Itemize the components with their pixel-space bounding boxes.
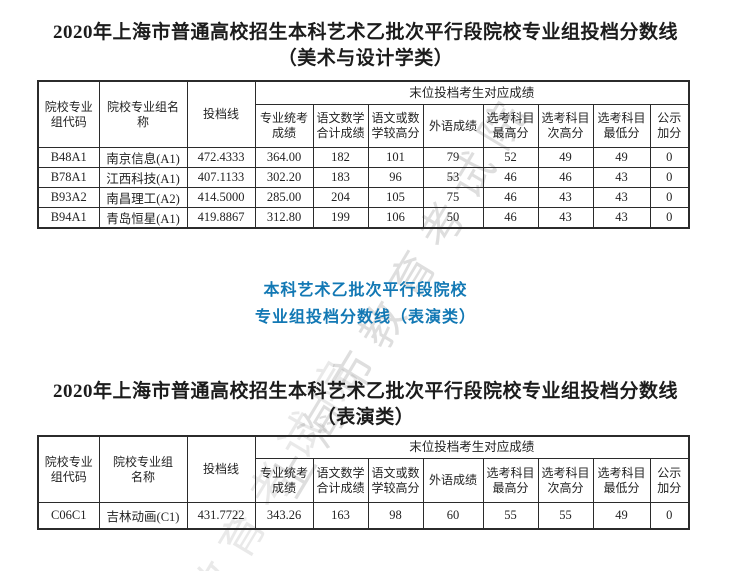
cell-score: 43 bbox=[537, 187, 594, 208]
header-elective-highest: 选考科目 最高分 bbox=[482, 458, 539, 503]
cell-score: 183 bbox=[312, 167, 369, 188]
cell-score: 55 bbox=[537, 502, 594, 529]
section1-title: 2020年上海市普通高校招生本科艺术乙批次平行段院校专业组投档分数线 （美术与设… bbox=[0, 0, 731, 72]
cell-score: 364.00 bbox=[254, 147, 314, 168]
section2-title: 2020年上海市普通高校招生本科艺术乙批次平行段院校专业组投档分数线 （表演类） bbox=[0, 379, 731, 431]
cell-line: 419.8867 bbox=[186, 207, 256, 229]
cell-score: 204 bbox=[312, 187, 369, 208]
header-college-group-code: 院校专业 组代码 bbox=[37, 80, 100, 148]
header-chinese-or-math-higher: 语文或数 学较高分 bbox=[367, 104, 424, 148]
cell-line: 472.4333 bbox=[186, 147, 256, 168]
cell-score: 53 bbox=[422, 167, 484, 188]
header-elective-second: 选考科目 次高分 bbox=[537, 104, 594, 148]
header-public-bonus: 公示 加分 bbox=[649, 458, 690, 503]
cell-name: 南昌理工(A2) bbox=[98, 187, 188, 208]
table-row: B93A2 南昌理工(A2) 414.5000 285.00 204 105 7… bbox=[37, 187, 690, 208]
cell-bonus: 0 bbox=[649, 502, 690, 529]
header-college-group-code: 院校专业 组代码 bbox=[37, 435, 100, 503]
cell-score: 46 bbox=[482, 167, 539, 188]
header-last-admitted-scores: 末位投档考生对应成绩 bbox=[254, 80, 690, 105]
cell-bonus: 0 bbox=[649, 207, 690, 229]
cell-code: B48A1 bbox=[37, 147, 100, 168]
interstitial-note-line1: 本科艺术乙批次平行段院校 bbox=[263, 282, 468, 299]
interstitial-note-line2: 专业组投档分数线（表演类） bbox=[254, 309, 476, 326]
cell-score: 75 bbox=[422, 187, 484, 208]
cell-bonus: 0 bbox=[649, 147, 690, 168]
cell-score: 49 bbox=[537, 147, 594, 168]
header-admission-line: 投档线 bbox=[186, 80, 256, 148]
table-row: B78A1 江西科技(A1) 407.1133 302.20 183 96 53… bbox=[37, 167, 690, 188]
cell-score: 43 bbox=[537, 207, 594, 229]
cell-score: 312.80 bbox=[254, 207, 314, 229]
header-foreign-language: 外语成绩 bbox=[422, 458, 484, 503]
cell-name: 南京信息(A1) bbox=[98, 147, 188, 168]
cell-code: C06C1 bbox=[37, 502, 100, 529]
table-header-row-2: 专业统考 成绩 语文数学 合计成绩 语文或数 学较高分 外语成绩 选考科目 最高… bbox=[38, 104, 690, 148]
section2-title-line1: 2020年上海市普通高校招生本科艺术乙批次平行段院校专业组投档分数线 bbox=[52, 381, 678, 402]
header-last-admitted-scores: 末位投档考生对应成绩 bbox=[254, 435, 690, 459]
header-admission-line: 投档线 bbox=[186, 435, 256, 503]
header-chinese-or-math-higher: 语文或数 学较高分 bbox=[367, 458, 424, 503]
cell-score: 302.20 bbox=[254, 167, 314, 188]
header-chinese-math-total: 语文数学 合计成绩 bbox=[312, 104, 369, 148]
cell-line: 414.5000 bbox=[186, 187, 256, 208]
cell-score: 50 bbox=[422, 207, 484, 229]
table-row: B94A1 青岛恒星(A1) 419.8867 312.80 199 106 5… bbox=[37, 207, 690, 229]
cell-score: 285.00 bbox=[254, 187, 314, 208]
cell-score: 55 bbox=[482, 502, 539, 529]
cell-bonus: 0 bbox=[649, 187, 690, 208]
table-row: B48A1 南京信息(A1) 472.4333 364.00 182 101 7… bbox=[37, 147, 690, 168]
cell-score: 43 bbox=[592, 207, 651, 229]
cell-score: 60 bbox=[422, 502, 484, 529]
header-major-unified-exam: 专业统考 成绩 bbox=[254, 458, 314, 503]
section1-title-line2: （美术与设计学类） bbox=[277, 48, 454, 69]
cell-score: 49 bbox=[592, 147, 651, 168]
header-major-unified-exam: 专业统考 成绩 bbox=[254, 104, 314, 148]
cell-name: 吉林动画(C1) bbox=[98, 502, 188, 529]
cell-score: 52 bbox=[482, 147, 539, 168]
header-public-bonus: 公示加分 bbox=[649, 104, 690, 148]
table-row: C06C1 吉林动画(C1) 431.7722 343.26 163 98 60… bbox=[37, 502, 690, 529]
cell-line: 407.1133 bbox=[186, 167, 256, 188]
table-performance: 院校专业 组代码 院校专业组 名称 投档线 末位投档考生对应成绩 专业统考 成绩… bbox=[37, 435, 691, 530]
cell-line: 431.7722 bbox=[186, 502, 256, 529]
header-college-group-name: 院校专业组 名称 bbox=[98, 435, 188, 503]
cell-score: 49 bbox=[592, 502, 651, 529]
cell-score: 46 bbox=[537, 167, 594, 188]
header-elective-highest: 选考科目 最高分 bbox=[482, 104, 539, 148]
cell-score: 106 bbox=[367, 207, 424, 229]
cell-score: 98 bbox=[367, 502, 424, 529]
cell-score: 199 bbox=[312, 207, 369, 229]
cell-score: 96 bbox=[367, 167, 424, 188]
cell-code: B94A1 bbox=[37, 207, 100, 229]
section1-title-line1: 2020年上海市普通高校招生本科艺术乙批次平行段院校专业组投档分数线 bbox=[52, 22, 678, 43]
cell-score: 79 bbox=[422, 147, 484, 168]
cell-bonus: 0 bbox=[649, 167, 690, 188]
cell-name: 江西科技(A1) bbox=[98, 167, 188, 188]
header-elective-lowest: 选考科目 最低分 bbox=[592, 458, 651, 503]
table-header-row-1: 院校专业 组代码 院校专业组 名称 投档线 末位投档考生对应成绩 bbox=[37, 435, 690, 503]
header-chinese-math-total: 语文数学 合计成绩 bbox=[312, 458, 369, 503]
header-college-group-name: 院校专业组名 称 bbox=[98, 80, 188, 148]
cell-name: 青岛恒星(A1) bbox=[98, 207, 188, 229]
table-art-design: 院校专业 组代码 院校专业组名 称 投档线 末位投档考生对应成绩 专业统考 成绩… bbox=[37, 80, 691, 229]
table-header-row-1: 院校专业 组代码 院校专业组名 称 投档线 末位投档考生对应成绩 bbox=[37, 80, 690, 148]
cell-score: 163 bbox=[312, 502, 369, 529]
cell-score: 105 bbox=[367, 187, 424, 208]
cell-score: 343.26 bbox=[254, 502, 314, 529]
cell-score: 43 bbox=[592, 167, 651, 188]
cell-score: 46 bbox=[482, 187, 539, 208]
cell-code: B78A1 bbox=[37, 167, 100, 188]
header-foreign-language: 外语成绩 bbox=[422, 104, 484, 148]
header-elective-lowest: 选考科目 最低分 bbox=[592, 104, 651, 148]
section2-title-line2: （表演类） bbox=[316, 407, 415, 428]
cell-score: 46 bbox=[482, 207, 539, 229]
cell-score: 182 bbox=[312, 147, 369, 168]
interstitial-note: 本科艺术乙批次平行段院校 专业组投档分数线（表演类） bbox=[0, 277, 731, 331]
cell-code: B93A2 bbox=[37, 187, 100, 208]
cell-score: 101 bbox=[367, 147, 424, 168]
header-elective-second: 选考科目 次高分 bbox=[537, 458, 594, 503]
cell-score: 43 bbox=[592, 187, 651, 208]
